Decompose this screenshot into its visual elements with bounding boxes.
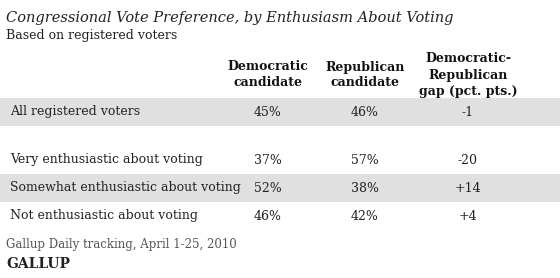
Bar	[0, 174, 560, 202]
Text: Republican
candidate: Republican candidate	[325, 61, 405, 90]
Text: 38%: 38%	[351, 182, 379, 195]
Text: 46%: 46%	[254, 210, 282, 222]
Text: Somewhat enthusiastic about voting: Somewhat enthusiastic about voting	[10, 182, 241, 195]
Text: +14: +14	[455, 182, 481, 195]
Text: Gallup Daily tracking, April 1-25, 2010: Gallup Daily tracking, April 1-25, 2010	[6, 238, 237, 251]
Text: Based on registered voters: Based on registered voters	[6, 29, 178, 42]
Text: 42%: 42%	[351, 210, 379, 222]
Text: 52%: 52%	[254, 182, 282, 195]
Text: 45%: 45%	[254, 105, 282, 118]
Text: Not enthusiastic about voting: Not enthusiastic about voting	[10, 210, 198, 222]
Text: Democratic
candidate: Democratic candidate	[227, 61, 309, 90]
Text: GALLUP: GALLUP	[6, 257, 70, 271]
Text: Democratic-
Republican
gap (pct. pts.): Democratic- Republican gap (pct. pts.)	[419, 53, 517, 98]
Text: -20: -20	[458, 153, 478, 167]
Text: Congressional Vote Preference, by Enthusiasm About Voting: Congressional Vote Preference, by Enthus…	[6, 11, 454, 25]
Text: +4: +4	[459, 210, 477, 222]
Text: 57%: 57%	[351, 153, 379, 167]
Text: -1: -1	[462, 105, 474, 118]
Text: 37%: 37%	[254, 153, 282, 167]
Text: 46%: 46%	[351, 105, 379, 118]
Text: All registered voters: All registered voters	[10, 105, 140, 118]
Bar	[0, 98, 560, 126]
Text: Very enthusiastic about voting: Very enthusiastic about voting	[10, 153, 203, 167]
